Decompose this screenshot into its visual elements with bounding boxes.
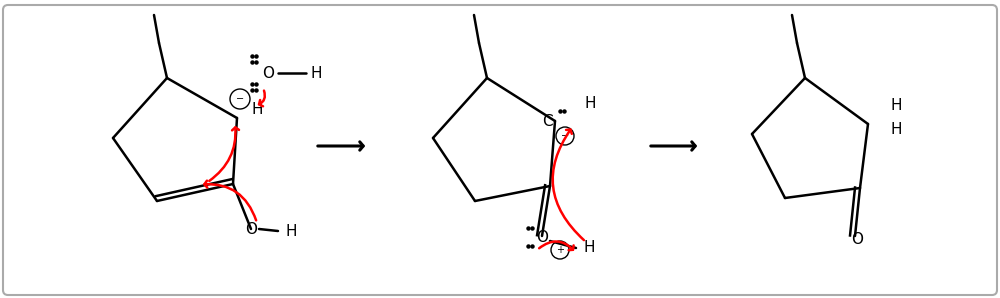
Text: H: H <box>251 103 263 117</box>
Text: O: O <box>262 66 274 80</box>
Text: H: H <box>285 224 297 238</box>
Text: H: H <box>583 240 595 255</box>
FancyBboxPatch shape <box>3 5 997 295</box>
Text: +: + <box>556 245 564 255</box>
Text: H: H <box>584 95 596 111</box>
Text: O: O <box>851 232 863 248</box>
Text: H: H <box>310 66 322 80</box>
Text: O: O <box>536 230 548 246</box>
Text: H: H <box>890 122 902 136</box>
Text: O: O <box>245 221 257 237</box>
Text: C: C <box>542 114 552 128</box>
Text: −: − <box>236 94 244 104</box>
Text: −: − <box>561 131 569 141</box>
Text: H: H <box>890 99 902 114</box>
